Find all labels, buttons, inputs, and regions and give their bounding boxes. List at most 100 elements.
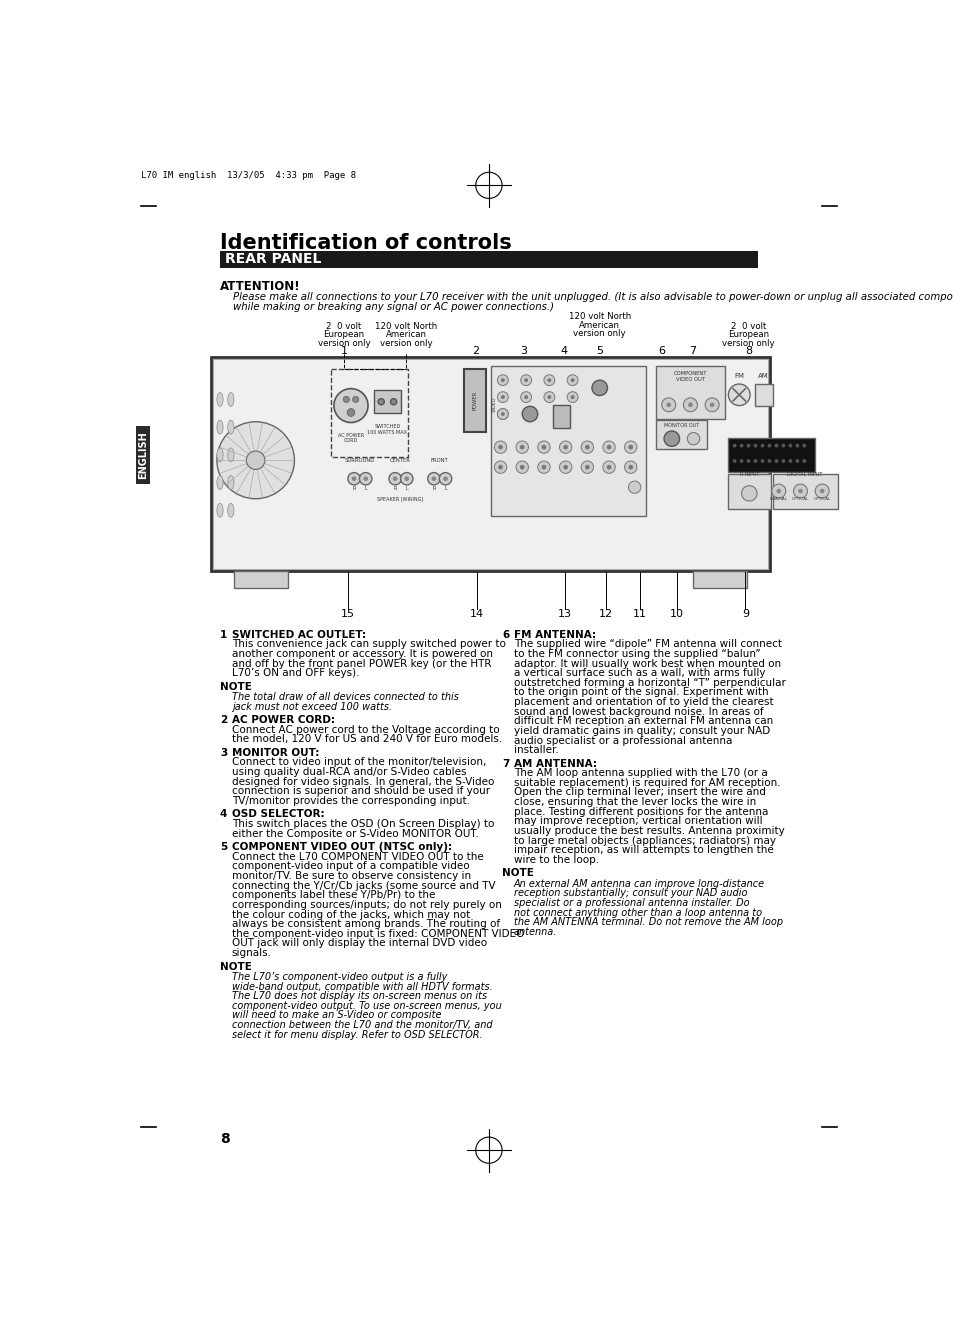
- Text: Connect to video input of the monitor/television,: Connect to video input of the monitor/te…: [232, 758, 485, 767]
- Text: OSD SELECTOR:: OSD SELECTOR:: [232, 809, 324, 820]
- Bar: [211, 358, 769, 572]
- Text: DIGITAL INPUT: DIGITAL INPUT: [786, 473, 821, 478]
- Text: 9: 9: [741, 610, 748, 619]
- Text: VIDEO: VIDEO: [492, 396, 497, 412]
- Text: ENGLISH: ENGLISH: [138, 430, 148, 479]
- Text: to the origin point of the signal. Experiment with: to the origin point of the signal. Exper…: [513, 688, 767, 697]
- Circle shape: [343, 396, 349, 403]
- Text: version only: version only: [573, 330, 625, 338]
- Text: R: R: [393, 486, 396, 491]
- Circle shape: [500, 412, 504, 416]
- Circle shape: [521, 407, 537, 422]
- Circle shape: [739, 444, 742, 447]
- Text: 5: 5: [596, 346, 602, 356]
- Text: 14: 14: [470, 610, 484, 619]
- Circle shape: [774, 459, 778, 463]
- Text: OPTICAL: OPTICAL: [813, 498, 830, 502]
- Circle shape: [377, 399, 384, 405]
- Circle shape: [771, 484, 785, 498]
- Circle shape: [348, 473, 360, 484]
- Circle shape: [767, 444, 771, 447]
- Text: 10: 10: [670, 610, 683, 619]
- Text: OUT jack will only display the internal DVD video: OUT jack will only display the internal …: [232, 939, 486, 948]
- Circle shape: [500, 379, 504, 381]
- Text: the colour coding of the jacks, which may not: the colour coding of the jacks, which ma…: [232, 909, 470, 920]
- Ellipse shape: [228, 503, 233, 517]
- Circle shape: [353, 396, 358, 403]
- Text: wide-band output, compatible with all HDTV formats.: wide-band output, compatible with all HD…: [232, 982, 492, 991]
- Text: Please make all connections to your L70 receiver with the unit unplugged. (It is: Please make all connections to your L70 …: [233, 293, 953, 302]
- Circle shape: [801, 444, 805, 447]
- Circle shape: [246, 451, 265, 470]
- Text: difficult FM reception an external FM antenna can: difficult FM reception an external FM an…: [513, 717, 772, 726]
- Text: using quality dual-RCA and/or S-Video cables: using quality dual-RCA and/or S-Video ca…: [232, 767, 466, 777]
- Bar: [331, 368, 408, 457]
- Text: R: R: [432, 486, 436, 491]
- Text: 12: 12: [598, 610, 613, 619]
- Circle shape: [774, 444, 778, 447]
- Text: COMPONENT
VIDEO OUT: COMPONENT VIDEO OUT: [673, 371, 706, 381]
- Circle shape: [494, 441, 506, 453]
- Circle shape: [520, 392, 531, 403]
- Circle shape: [787, 459, 792, 463]
- Text: SWITCHED
100 WATTS MAX: SWITCHED 100 WATTS MAX: [367, 424, 407, 434]
- Circle shape: [584, 465, 589, 470]
- Circle shape: [781, 444, 784, 447]
- Text: while making or breaking any signal or AC power connections.): while making or breaking any signal or A…: [233, 302, 554, 313]
- Bar: [754, 384, 773, 405]
- Bar: [233, 572, 288, 589]
- Text: 120 volt North: 120 volt North: [568, 313, 630, 321]
- Circle shape: [704, 397, 719, 412]
- Text: yield dramatic gains in quality; consult your NAD: yield dramatic gains in quality; consult…: [513, 726, 769, 735]
- Circle shape: [500, 395, 504, 399]
- Circle shape: [567, 392, 578, 403]
- Text: 5: 5: [220, 842, 227, 853]
- Circle shape: [497, 445, 502, 449]
- Circle shape: [347, 409, 355, 416]
- Text: FM ANTENNA:: FM ANTENNA:: [513, 630, 596, 640]
- Text: L70’s ON and OFF keys).: L70’s ON and OFF keys).: [232, 668, 358, 678]
- Circle shape: [567, 375, 578, 385]
- Circle shape: [543, 375, 555, 385]
- Text: component-video input of a compatible video: component-video input of a compatible vi…: [232, 862, 469, 871]
- Text: MONITOR OUT: MONITOR OUT: [663, 422, 698, 428]
- Circle shape: [606, 465, 611, 470]
- Text: Identification of controls: Identification of controls: [220, 234, 511, 253]
- Text: 2: 2: [220, 715, 227, 725]
- Circle shape: [592, 380, 607, 396]
- Text: impair reception, as will attempts to lengthen the: impair reception, as will attempts to le…: [513, 845, 773, 855]
- Circle shape: [390, 399, 396, 405]
- Text: specialist or a professional antenna installer. Do: specialist or a professional antenna ins…: [513, 898, 748, 908]
- Text: This convenience jack can supply switched power to: This convenience jack can supply switche…: [232, 639, 505, 649]
- Circle shape: [562, 465, 567, 470]
- Text: European: European: [323, 330, 364, 339]
- Ellipse shape: [216, 475, 223, 490]
- Circle shape: [516, 441, 528, 453]
- Text: adaptor. It will usually work best when mounted on: adaptor. It will usually work best when …: [513, 659, 781, 668]
- Circle shape: [776, 488, 781, 494]
- Text: 120 volt North: 120 volt North: [375, 322, 436, 330]
- Text: connection is superior and should be used if your: connection is superior and should be use…: [232, 787, 489, 796]
- Circle shape: [746, 444, 750, 447]
- Text: FM: FM: [734, 372, 743, 379]
- Text: SPEAKER [WIRING]: SPEAKER [WIRING]: [376, 496, 422, 502]
- Circle shape: [580, 461, 593, 474]
- Text: AC POWER CORD:: AC POWER CORD:: [232, 715, 335, 725]
- Text: American: American: [578, 321, 619, 330]
- Circle shape: [497, 409, 508, 420]
- Circle shape: [500, 412, 504, 416]
- Circle shape: [686, 433, 699, 445]
- Text: SWITCHED AC OUTLET:: SWITCHED AC OUTLET:: [232, 630, 365, 640]
- Text: OPTICAL: OPTICAL: [791, 498, 808, 502]
- Text: European: European: [727, 330, 768, 339]
- Text: L: L: [364, 486, 367, 491]
- Circle shape: [443, 477, 447, 480]
- Circle shape: [216, 422, 294, 499]
- Ellipse shape: [216, 392, 223, 407]
- Circle shape: [400, 473, 413, 484]
- Text: 2: 2: [472, 346, 478, 356]
- Text: R INPUT: R INPUT: [739, 473, 759, 478]
- Text: sound and lowest background noise. In areas of: sound and lowest background noise. In ar…: [513, 706, 762, 717]
- Circle shape: [801, 459, 805, 463]
- Circle shape: [558, 461, 571, 474]
